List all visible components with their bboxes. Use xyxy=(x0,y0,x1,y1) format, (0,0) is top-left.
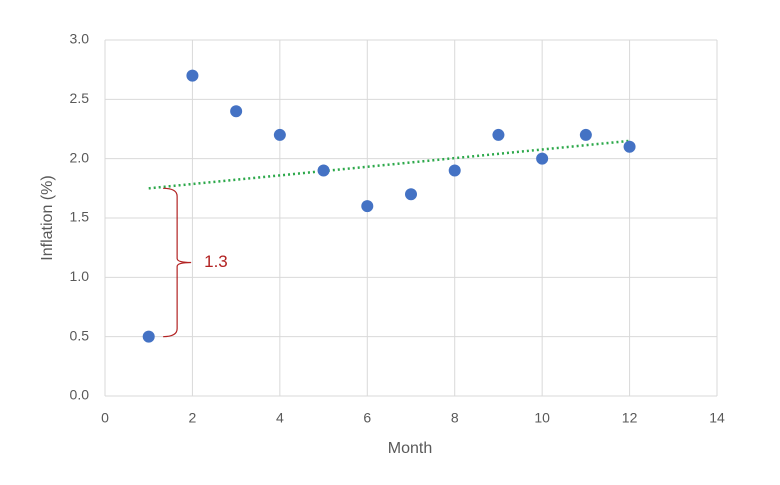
y-tick-label: 0.5 xyxy=(70,327,90,343)
data-point xyxy=(623,140,636,153)
data-point xyxy=(405,188,417,201)
data-point xyxy=(230,105,243,118)
x-tick-label: 6 xyxy=(363,410,371,426)
data-point xyxy=(317,164,330,177)
x-tick-label: 0 xyxy=(101,410,109,426)
trendline xyxy=(148,139,630,190)
data-point xyxy=(273,128,286,141)
y-tick-label: 2.0 xyxy=(70,149,90,165)
x-tick-label: 10 xyxy=(534,410,550,426)
data-point xyxy=(448,164,461,177)
x-tick-label: 14 xyxy=(709,410,725,426)
y-axis-label: Inflation (%) xyxy=(39,175,56,260)
x-tick-label: 12 xyxy=(622,410,638,426)
data-point xyxy=(186,69,199,82)
y-tick-label: 2.5 xyxy=(70,90,90,106)
x-axis-label: Month xyxy=(388,440,432,457)
y-tick-label: 3.0 xyxy=(70,31,90,47)
data-point xyxy=(142,330,155,343)
brace xyxy=(163,187,192,338)
data-point xyxy=(579,128,592,141)
annotation-label: 1.3 xyxy=(204,252,228,271)
y-tick-label: 1.0 xyxy=(70,268,90,284)
data-point xyxy=(361,200,374,213)
data-point xyxy=(492,128,505,141)
data-point xyxy=(536,152,549,165)
x-tick-label: 2 xyxy=(189,410,197,426)
y-tick-label: 1.5 xyxy=(70,209,90,225)
x-tick-label: 8 xyxy=(451,410,459,426)
x-tick-label: 4 xyxy=(276,410,284,426)
y-tick-label: 0.0 xyxy=(70,387,90,403)
